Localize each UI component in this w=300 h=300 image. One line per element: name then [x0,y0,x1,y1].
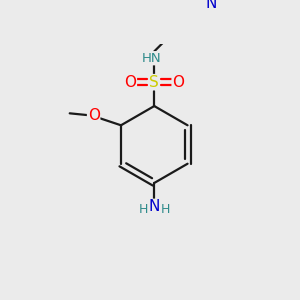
Text: O: O [88,107,100,122]
Text: N: N [148,200,160,214]
Text: HN: HN [142,52,161,65]
Text: O: O [172,75,184,90]
Text: H: H [161,203,170,216]
Text: O: O [124,75,136,90]
Text: S: S [149,75,159,90]
Text: N: N [206,0,217,11]
Text: H: H [139,203,148,216]
